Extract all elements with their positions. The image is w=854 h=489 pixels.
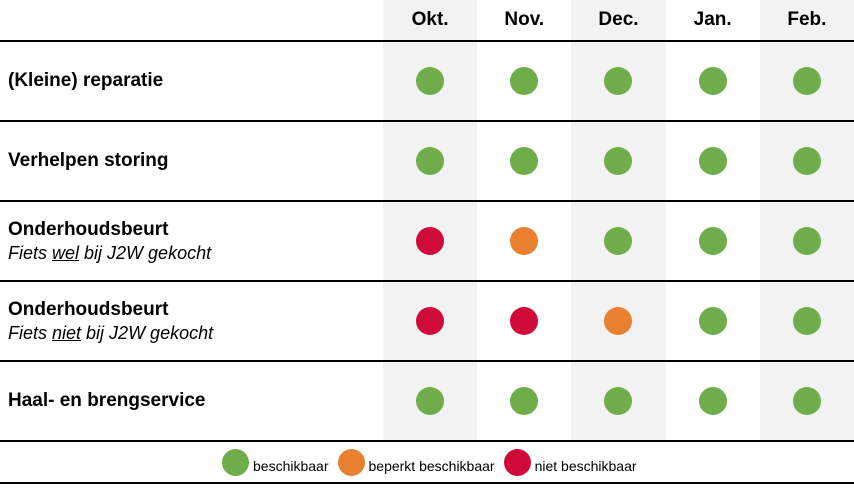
table-body: (Kleine) reparatie Verhelpen storing Onder… (0, 42, 854, 442)
status-cell (383, 282, 478, 360)
service-title: Verhelpen storing (8, 150, 169, 172)
table-row: (Kleine) reparatie (0, 42, 854, 122)
unavailable-status-dot (416, 227, 445, 255)
status-cell (477, 122, 571, 200)
service-subtitle: Fiets wel bij J2W gekocht (8, 242, 383, 266)
legend-item: niet beschikbaar (503, 448, 637, 476)
limited-legend-dot (337, 448, 365, 476)
unavailable-status-dot (510, 307, 539, 335)
status-cell (759, 122, 854, 200)
table-row: Haal- en brengservice (0, 362, 854, 442)
available-status-dot (792, 307, 821, 335)
service-label-cell: Onderhoudsbeurt Fiets niet bij J2W gekoch… (0, 282, 383, 360)
status-cell (571, 282, 666, 360)
unavailable-legend-dot (503, 448, 531, 476)
available-status-dot (698, 147, 727, 175)
available-status-dot (792, 147, 821, 175)
legend-label: niet beschikbaar (534, 458, 637, 474)
subtitle-prefix: Fiets (8, 242, 53, 263)
service-label-cell: (Kleine) reparatie (0, 42, 383, 120)
service-label-cell: Verhelpen storing (0, 122, 383, 200)
available-status-dot (510, 147, 539, 175)
column-header-feb: Feb. (759, 0, 854, 40)
status-cell (759, 282, 854, 360)
status-cell (666, 42, 760, 120)
status-cell (666, 122, 760, 200)
available-status-dot (792, 227, 821, 255)
status-cell (666, 362, 760, 440)
available-status-dot (792, 67, 821, 95)
status-cell (666, 202, 760, 280)
status-cell (477, 42, 571, 120)
available-status-dot (604, 147, 633, 175)
available-status-dot (698, 67, 727, 95)
subtitle-suffix: bij J2W gekocht (81, 322, 214, 343)
status-cell (383, 202, 478, 280)
column-header-nov: Nov. (504, 9, 545, 30)
status-cell (571, 122, 666, 200)
status-cell (759, 362, 854, 440)
limited-status-dot (604, 307, 633, 335)
column-header-okt: Okt. (383, 0, 478, 40)
status-cell (571, 42, 666, 120)
status-cell (571, 202, 666, 280)
limited-status-dot (510, 227, 539, 255)
status-cell (383, 122, 478, 200)
legend: beschikbaar beperkt beschikbaar niet besch… (0, 442, 854, 484)
available-status-dot (698, 387, 727, 415)
service-label-cell: Haal- en brengservice (0, 362, 383, 440)
available-status-dot (510, 67, 539, 95)
legend-item: beperkt beschikbaar (337, 448, 495, 476)
available-status-dot (698, 307, 727, 335)
available-status-dot (792, 387, 821, 415)
available-status-dot (416, 147, 445, 175)
available-status-dot (510, 387, 539, 415)
legend-label: beperkt beschikbaar (368, 458, 495, 474)
subtitle-suffix: bij J2W gekocht (79, 242, 212, 263)
table-row: Onderhoudsbeurt Fiets wel bij J2W gekocht (0, 202, 854, 282)
status-cell (383, 42, 478, 120)
available-status-dot (416, 387, 445, 415)
status-cell (477, 362, 571, 440)
legend-label: beschikbaar (253, 458, 329, 474)
available-status-dot (604, 387, 633, 415)
status-cell (477, 202, 571, 280)
subtitle-underlined-word: niet (52, 322, 82, 343)
table-row: Verhelpen storing (0, 122, 854, 202)
available-status-dot (698, 227, 727, 255)
subtitle-underlined-word: wel (52, 242, 80, 263)
column-header-dec: Dec. (571, 0, 666, 40)
table-row: Onderhoudsbeurt Fiets niet bij J2W gekoch… (0, 282, 854, 362)
table-header-row: Okt. Nov. Dec. Jan. Feb. (0, 0, 854, 42)
service-title: Onderhoudsbeurt (8, 218, 169, 240)
available-legend-dot (222, 448, 249, 476)
unavailable-status-dot (416, 307, 445, 335)
available-status-dot (416, 67, 445, 95)
subtitle-prefix: Fiets (8, 322, 53, 343)
status-cell (571, 362, 666, 440)
service-label-cell: Onderhoudsbeurt Fiets wel bij J2W gekocht (0, 202, 383, 280)
service-title: (Kleine) reparatie (8, 70, 164, 92)
service-title: Onderhoudsbeurt (8, 298, 169, 320)
status-cell (759, 202, 854, 280)
status-cell (383, 362, 478, 440)
column-header-jan: Jan. (693, 9, 732, 30)
service-title: Haal- en brengservice (8, 390, 206, 412)
available-status-dot (604, 67, 633, 95)
status-cell (477, 282, 571, 360)
available-status-dot (604, 227, 633, 255)
legend-item: beschikbaar (222, 448, 329, 476)
status-cell (666, 282, 760, 360)
service-subtitle: Fiets niet bij J2W gekocht (8, 322, 383, 346)
header-corner-cell (0, 0, 383, 40)
status-cell (759, 42, 854, 120)
